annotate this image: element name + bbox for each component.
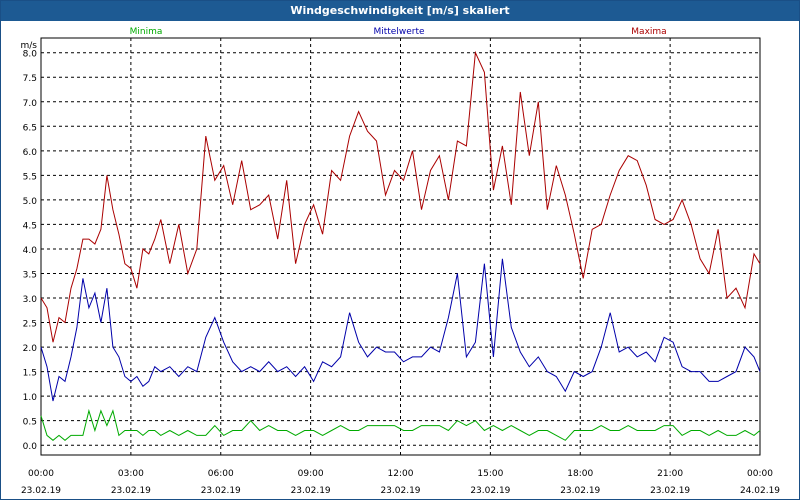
x-tick-date: 24.02.19 xyxy=(740,486,780,496)
x-tick-date: 23.02.19 xyxy=(291,486,331,496)
y-tick-label: 6.5 xyxy=(23,123,37,133)
x-tick-date: 23.02.19 xyxy=(111,486,151,496)
legend-mittelwerte: Mittelwerte xyxy=(373,27,424,37)
y-tick-label: 6.0 xyxy=(23,148,38,158)
y-tick-label: 7.0 xyxy=(23,99,38,109)
x-tick-time: 03:00 xyxy=(118,469,144,479)
y-tick-label: 3.0 xyxy=(23,295,38,305)
x-tick-time: 00:00 xyxy=(28,469,54,479)
y-axis-label: m/s xyxy=(21,41,38,51)
y-tick-label: 2.5 xyxy=(23,320,37,330)
x-tick-time: 06:00 xyxy=(208,469,234,479)
y-tick-label: 4.0 xyxy=(23,246,38,256)
y-tick-label: 2.0 xyxy=(23,344,38,354)
x-tick-date: 23.02.19 xyxy=(201,486,241,496)
legend-minima: Minima xyxy=(130,27,163,37)
y-tick-label: 8.0 xyxy=(23,50,38,60)
plot-area xyxy=(40,37,761,456)
window-title: Windgeschwindigkeit [m/s] skaliert xyxy=(1,1,799,21)
y-tick-label: 3.5 xyxy=(23,270,37,280)
legend-maxima: Maxima xyxy=(631,27,666,37)
series-line-maxima xyxy=(40,50,761,343)
x-tick-time: 18:00 xyxy=(567,469,593,479)
series-line-minima xyxy=(40,408,761,441)
y-tick-label: 0.5 xyxy=(23,418,37,428)
x-tick-date: 23.02.19 xyxy=(380,486,420,496)
x-tick-date: 23.02.19 xyxy=(650,486,690,496)
x-tick-time: 21:00 xyxy=(657,469,683,479)
y-tick-label: 7.5 xyxy=(23,74,37,84)
x-tick-time: 12:00 xyxy=(388,469,414,479)
y-tick-label: 5.5 xyxy=(23,172,37,182)
x-tick-date: 23.02.19 xyxy=(470,486,510,496)
x-tick-time: 00:00 xyxy=(747,469,773,479)
x-tick-date: 23.02.19 xyxy=(560,486,600,496)
y-tick-label: 0.0 xyxy=(23,442,38,452)
x-tick-time: 09:00 xyxy=(298,469,324,479)
series-line-mittelwerte xyxy=(40,258,761,402)
y-tick-label: 5.0 xyxy=(23,197,38,207)
y-tick-label: 1.0 xyxy=(23,393,38,403)
y-tick-label: 1.5 xyxy=(23,369,37,379)
x-tick-date: 23.02.19 xyxy=(21,486,61,496)
x-tick-time: 15:00 xyxy=(477,469,503,479)
wind-speed-chart: 0.0 0.5 1.0 1.5 2.0 2.5 3.0 3.5 4.0 4.5 5.0 5.5 6.0 6… xyxy=(21,27,781,496)
y-tick-label: 4.5 xyxy=(23,221,37,231)
